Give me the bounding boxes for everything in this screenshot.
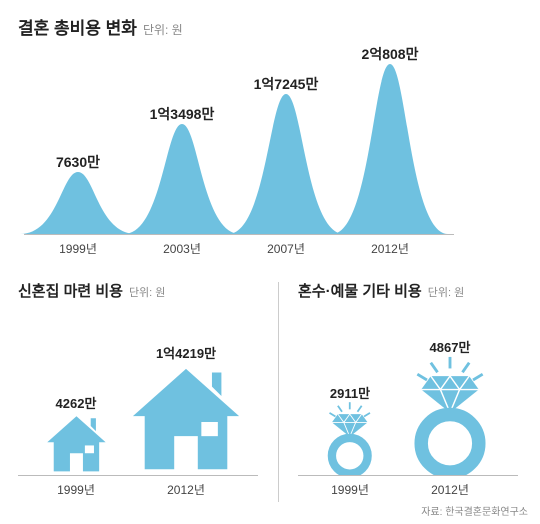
peak-year: 2012년 [360, 240, 420, 257]
ring-year: 2012년 [420, 481, 480, 498]
total-cost-chart: 결혼 총비용 변화 단위: 원 7630만1999년1억3498만2003년1억… [18, 14, 528, 254]
peak-shape [332, 64, 448, 234]
ring-value: 2911만 [310, 383, 390, 402]
ring-cost-chart: 혼수·예물 기타 비용 단위: 원 2911만 1999년 [298, 280, 528, 510]
peak-year: 2007년 [256, 240, 316, 257]
peak-year: 2003년 [152, 240, 212, 257]
top-axis [24, 234, 454, 235]
ring-item [402, 355, 498, 475]
ring-item [320, 401, 380, 475]
peak-shape [20, 172, 136, 234]
house-value: 4262만 [31, 393, 121, 412]
bl-axis [18, 475, 258, 476]
house-item [127, 363, 245, 475]
ring-icon [320, 401, 380, 475]
br-title: 혼수·예물 기타 비용 [298, 280, 422, 301]
house-icon [127, 363, 245, 475]
ring-icon [402, 355, 498, 475]
peak-value: 1억7245만 [246, 74, 326, 94]
peak-value: 1억3498만 [142, 104, 222, 124]
house-item [44, 413, 109, 475]
peak-year: 1999년 [48, 240, 108, 257]
peak-chart-svg [18, 34, 488, 244]
divider [278, 282, 279, 502]
house-cost-chart: 신혼집 마련 비용 단위: 원 4262만 1999년 1억4219만 2012년 [18, 280, 268, 510]
house-year: 2012년 [156, 481, 216, 498]
house-value: 1억4219만 [141, 343, 231, 362]
peak-shape [228, 94, 344, 234]
ring-year: 1999년 [320, 481, 380, 498]
peak-value: 7630만 [38, 152, 118, 172]
source-text: 자료: 한국결혼문화연구소 [421, 503, 528, 518]
peak-value: 2억808만 [350, 44, 430, 64]
house-year: 1999년 [46, 481, 106, 498]
house-icon [44, 413, 109, 475]
bl-title: 신혼집 마련 비용 [18, 280, 123, 301]
ring-value: 4867만 [410, 337, 490, 356]
br-axis [298, 475, 518, 476]
bl-unit: 단위: 원 [129, 284, 165, 300]
peak-shape [124, 124, 240, 234]
br-unit: 단위: 원 [428, 284, 464, 300]
